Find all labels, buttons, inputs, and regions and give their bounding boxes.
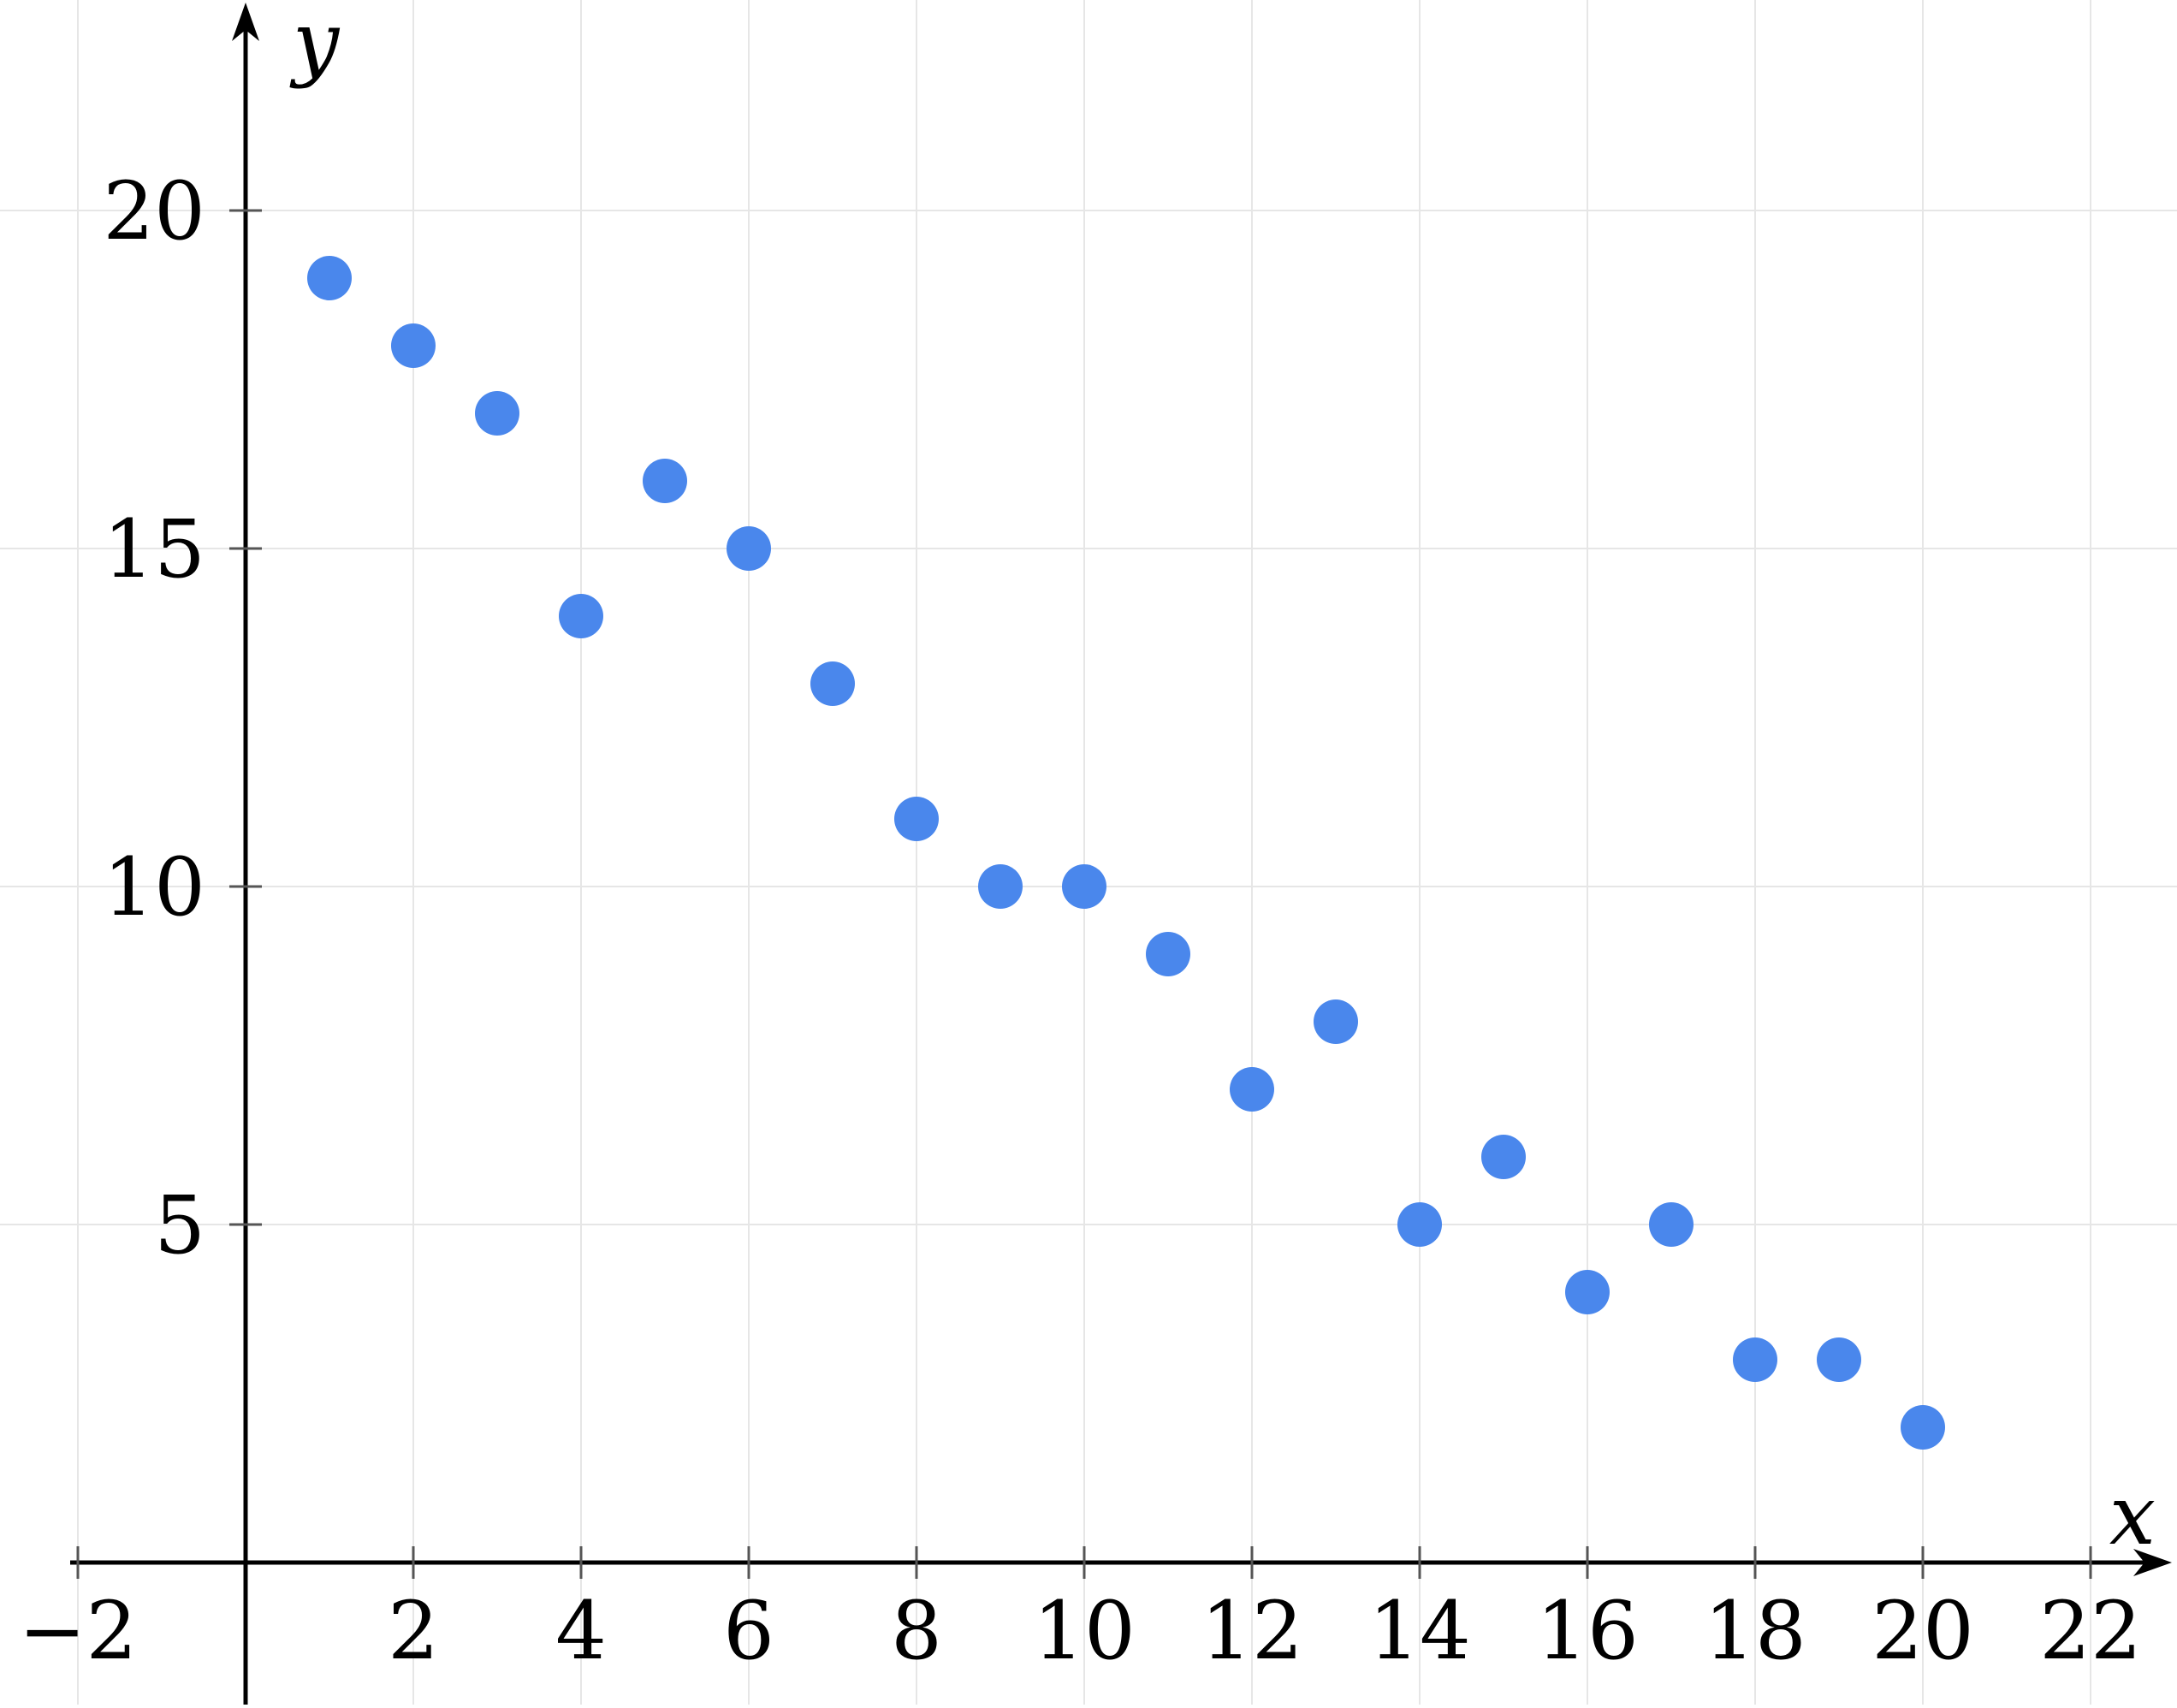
data-point [1481,1135,1526,1179]
data-point [810,661,855,706]
data-point [475,391,519,436]
data-point [1649,1202,1694,1247]
data-point [1146,932,1190,976]
data-point [307,256,352,300]
x-tick-label: 4 [555,1585,607,1678]
x-axis-label: x [2109,1468,2156,1563]
data-point [727,526,771,571]
data-point [559,594,603,638]
data-point [1733,1337,1777,1382]
x-tick-label: 10 [1033,1585,1136,1678]
x-tick-label: −2 [19,1585,138,1678]
data-point [1062,864,1106,909]
x-tick-label: 16 [1536,1585,1639,1678]
data-point [978,864,1023,909]
x-tick-label: 20 [1872,1585,1974,1678]
x-tick-label: 2 [388,1585,439,1678]
y-tick-label: 20 [103,165,205,258]
y-axis-arrow-icon [232,3,259,41]
x-tick-label: 18 [1704,1585,1806,1678]
x-tick-label: 14 [1368,1585,1471,1678]
data-point [1901,1405,1945,1450]
data-point [894,797,939,841]
data-point [1230,1067,1274,1112]
x-tick-label: 6 [723,1585,774,1678]
data-point [643,459,687,503]
data-point [1397,1202,1442,1247]
y-axis-label: y [289,0,341,90]
x-axis-arrow-icon [2133,1549,2172,1576]
y-tick-label: 10 [103,841,205,934]
x-tick-label: 22 [2039,1585,2142,1678]
data-point [1314,999,1358,1044]
x-tick-label: 8 [891,1585,942,1678]
data-point [391,323,436,368]
data-point [1817,1337,1861,1382]
y-tick-label: 15 [103,503,205,596]
x-tick-label: 12 [1201,1585,1303,1678]
data-point [1565,1270,1610,1314]
y-tick-label: 5 [154,1179,205,1272]
